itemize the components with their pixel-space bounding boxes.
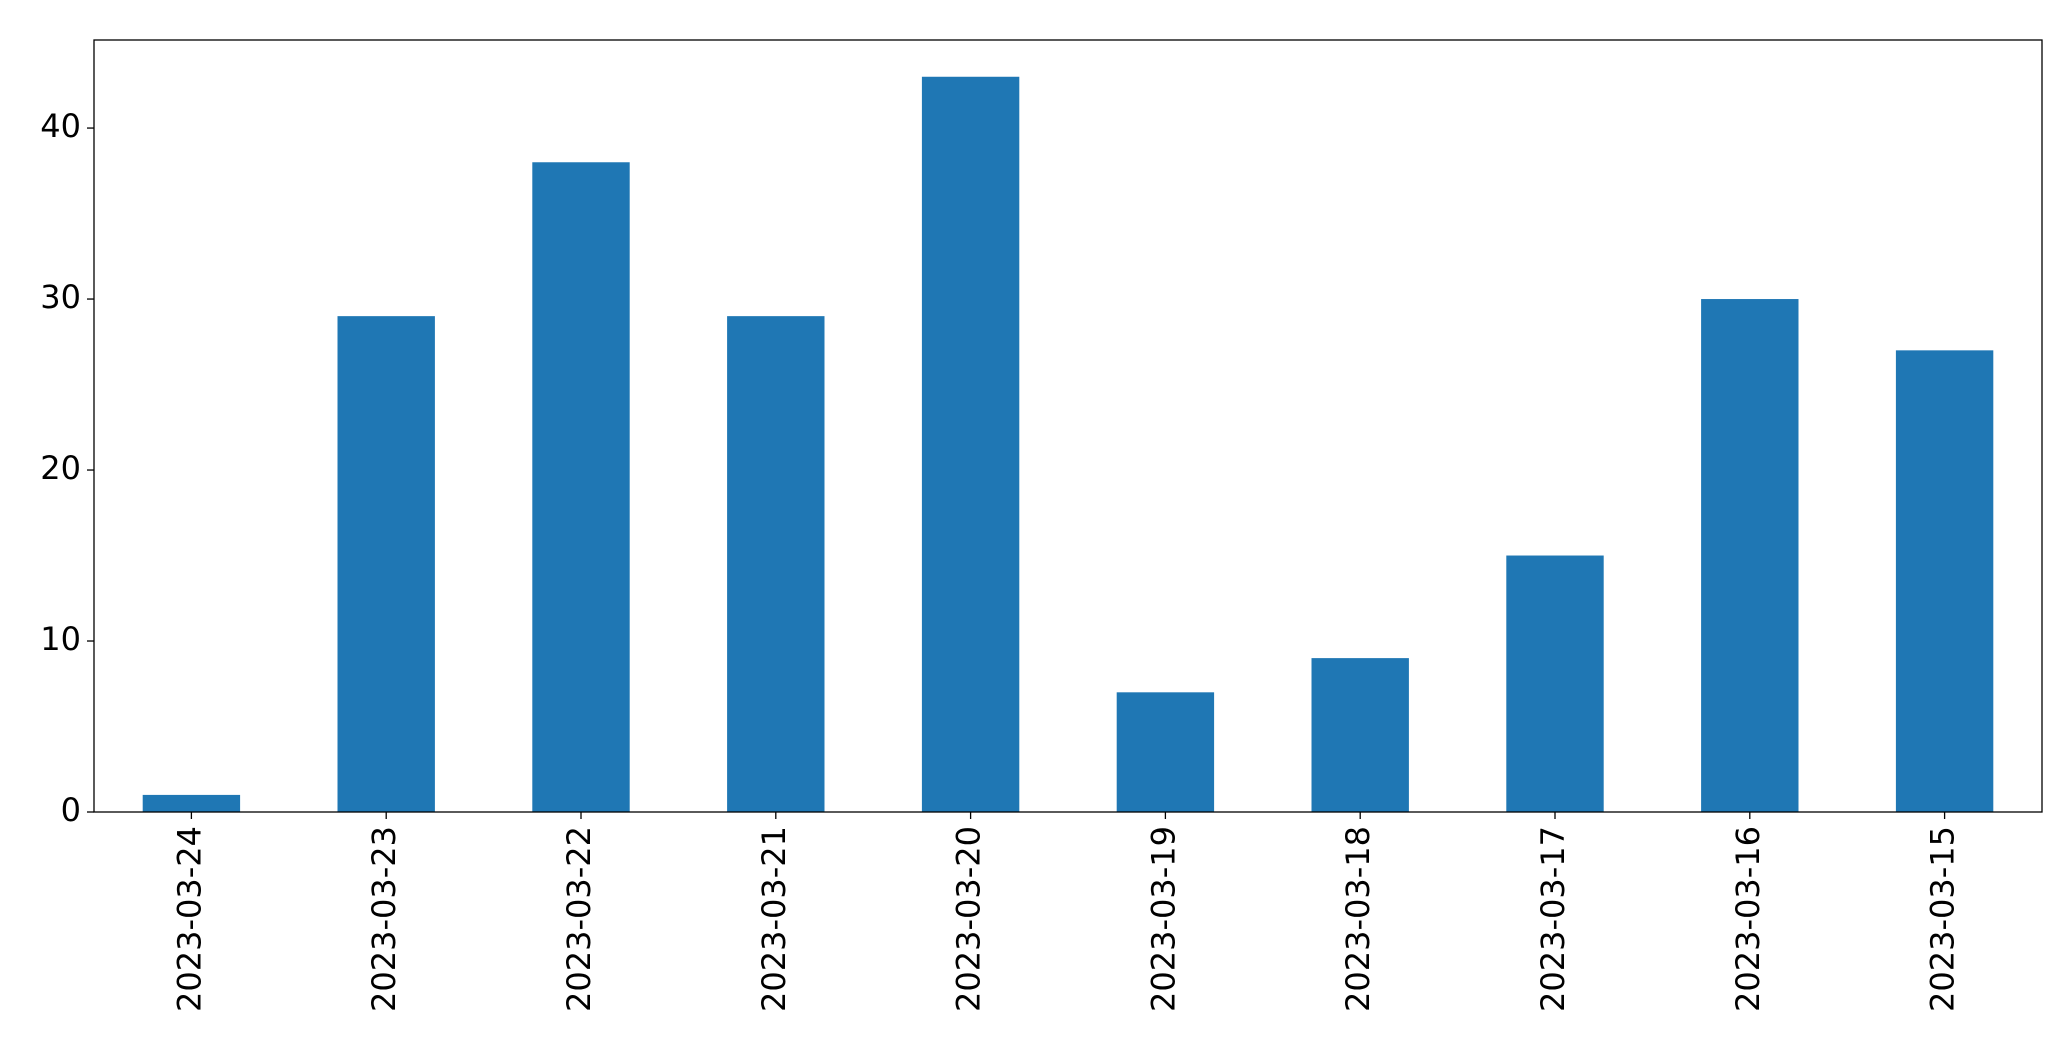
bar — [532, 162, 630, 812]
bar — [337, 316, 435, 812]
y-tick-label: 30 — [40, 278, 81, 316]
bar — [1311, 658, 1409, 812]
bar — [1701, 299, 1799, 812]
x-tick-label: 2023-03-15 — [1924, 826, 1962, 1012]
y-tick-label: 40 — [40, 107, 81, 145]
x-tick-label: 2023-03-24 — [170, 826, 208, 1012]
y-tick-label: 20 — [40, 449, 81, 487]
bar — [921, 76, 1020, 812]
x-tick-label: 2023-03-23 — [365, 826, 403, 1012]
x-tick-label: 2023-03-20 — [950, 826, 988, 1012]
x-tick-label: 2023-03-19 — [1144, 826, 1182, 1012]
bar — [727, 316, 825, 812]
x-tick-label: 2023-03-18 — [1339, 826, 1377, 1012]
bar — [1895, 350, 1994, 812]
bar — [142, 794, 241, 812]
bar — [1506, 555, 1604, 812]
bar — [1116, 692, 1215, 812]
x-tick-label: 2023-03-22 — [560, 826, 598, 1012]
y-tick-label: 0 — [61, 791, 81, 829]
x-tick-label: 2023-03-21 — [755, 826, 793, 1012]
plot-frame — [93, 39, 2043, 813]
x-tick-label: 2023-03-16 — [1729, 826, 1767, 1012]
x-tick-label: 2023-03-17 — [1534, 826, 1572, 1012]
y-tick-label: 10 — [40, 620, 81, 658]
